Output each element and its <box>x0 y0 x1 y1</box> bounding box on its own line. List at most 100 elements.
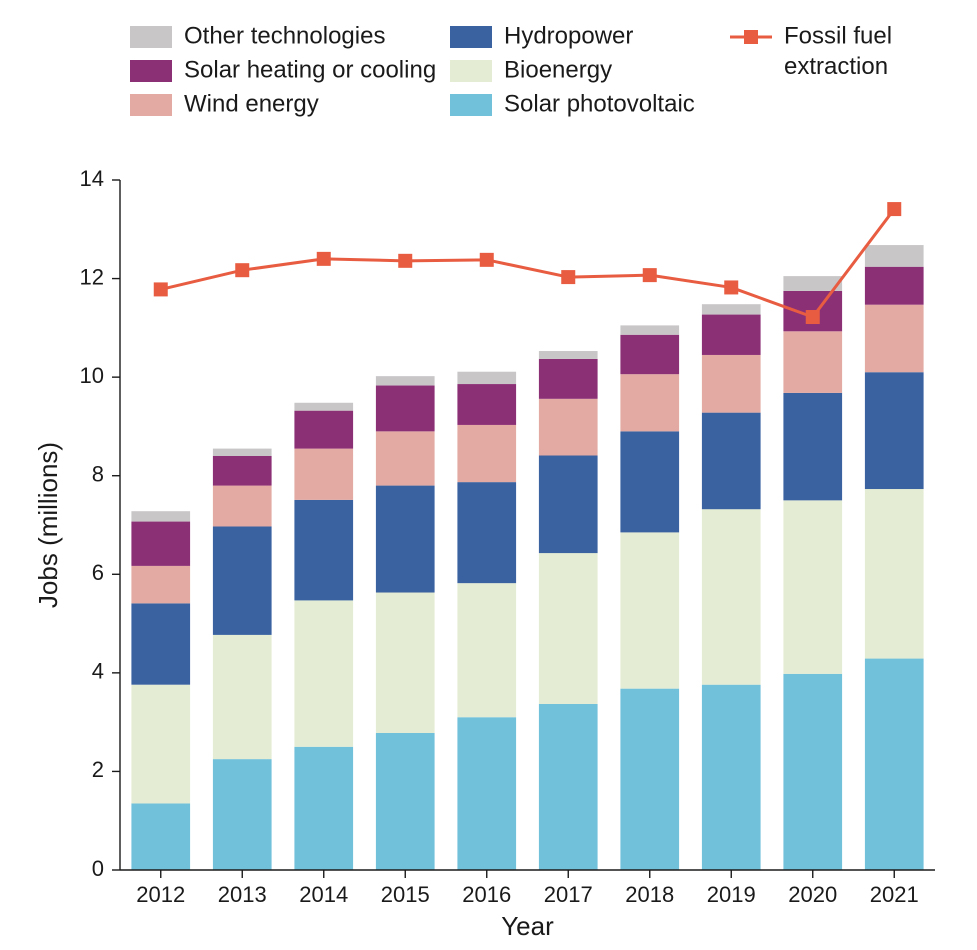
x-tick-label: 2014 <box>299 882 348 907</box>
bar-segment-solar_pv <box>131 803 190 870</box>
y-tick-label: 2 <box>92 757 104 782</box>
bar-segment-wind <box>865 305 924 373</box>
fossil-marker <box>561 270 575 284</box>
legend-label-wind: Wind energy <box>184 90 319 117</box>
bar-segment-hydropower <box>783 393 842 500</box>
legend-label-fossil-2: extraction <box>784 53 888 80</box>
bar-segment-solar_heating <box>539 359 598 399</box>
bar-segment-other <box>376 376 435 385</box>
bar-segment-wind <box>457 425 516 482</box>
bar-segment-solar_heating <box>213 456 272 486</box>
bar-segment-hydropower <box>702 413 761 510</box>
bar-segment-wind <box>294 449 353 500</box>
bar-segment-solar_pv <box>213 759 272 870</box>
chart-svg: 0246810121420122013201420152016201720182… <box>0 0 977 950</box>
fossil-marker <box>643 268 657 282</box>
legend-swatch-solar_heating <box>130 60 172 82</box>
bar-segment-bioenergy <box>213 635 272 759</box>
bar-segment-solar_heating <box>294 411 353 449</box>
legend-swatch-wind <box>130 94 172 116</box>
bar-segment-bioenergy <box>294 600 353 746</box>
x-tick-label: 2013 <box>218 882 267 907</box>
bar-segment-bioenergy <box>865 489 924 659</box>
x-tick-label: 2012 <box>136 882 185 907</box>
y-tick-label: 8 <box>92 462 104 487</box>
fossil-marker <box>398 254 412 268</box>
bar-segment-bioenergy <box>539 553 598 704</box>
fossil-marker <box>235 263 249 277</box>
bar-segment-solar_heating <box>131 522 190 566</box>
legend-label-other: Other technologies <box>184 22 385 49</box>
fossil-marker <box>317 252 331 266</box>
legend-label-solar_heating: Solar heating or cooling <box>184 56 436 83</box>
bar-segment-solar_pv <box>294 747 353 870</box>
bar-segment-other <box>620 325 679 334</box>
legend-marker-fossil <box>744 30 758 44</box>
y-axis-label: Jobs (millions) <box>33 442 63 608</box>
bar-segment-solar_heating <box>702 315 761 355</box>
y-tick-label: 12 <box>80 264 104 289</box>
legend-swatch-other <box>130 26 172 48</box>
x-tick-label: 2016 <box>462 882 511 907</box>
legend-label-hydropower: Hydropower <box>504 22 633 49</box>
fossil-marker <box>154 282 168 296</box>
bar-segment-hydropower <box>539 456 598 554</box>
x-tick-label: 2019 <box>707 882 756 907</box>
x-tick-label: 2020 <box>788 882 837 907</box>
bar-segment-solar_pv <box>457 717 516 870</box>
bar-segment-wind <box>213 486 272 527</box>
bar-segment-hydropower <box>865 372 924 489</box>
bar-segment-bioenergy <box>131 685 190 804</box>
bar-segment-hydropower <box>213 526 272 634</box>
x-tick-label: 2017 <box>544 882 593 907</box>
bar-segment-solar_heating <box>620 335 679 374</box>
bar-segment-solar_pv <box>783 674 842 870</box>
bar-segment-wind <box>131 566 190 603</box>
fossil-marker <box>724 280 738 294</box>
bar-segment-hydropower <box>620 431 679 532</box>
bar-segment-bioenergy <box>457 583 516 717</box>
bar-segment-bioenergy <box>376 593 435 733</box>
bar-segment-bioenergy <box>620 532 679 688</box>
jobs-chart: 0246810121420122013201420152016201720182… <box>0 0 977 950</box>
bar-segment-solar_pv <box>702 685 761 870</box>
bar-segment-other <box>865 245 924 267</box>
y-tick-label: 0 <box>92 856 104 881</box>
bar-segment-wind <box>539 399 598 456</box>
legend-label-bioenergy: Bioenergy <box>504 56 612 83</box>
bar-segment-solar_heating <box>865 267 924 305</box>
legend-swatch-hydropower <box>450 26 492 48</box>
x-tick-label: 2021 <box>870 882 919 907</box>
x-tick-label: 2015 <box>381 882 430 907</box>
fossil-marker <box>887 202 901 216</box>
y-tick-label: 4 <box>92 659 104 684</box>
x-axis-label: Year <box>501 911 554 941</box>
bar-segment-solar_heating <box>457 384 516 425</box>
bar-segment-wind <box>376 431 435 485</box>
legend-label-fossil-1: Fossil fuel <box>784 22 892 49</box>
bar-segment-other <box>294 403 353 411</box>
bar-segment-hydropower <box>131 603 190 684</box>
bar-segment-solar_pv <box>865 659 924 870</box>
bar-segment-solar_pv <box>376 733 435 870</box>
y-tick-label: 6 <box>92 560 104 585</box>
bar-segment-solar_heating <box>376 386 435 432</box>
legend-swatch-bioenergy <box>450 60 492 82</box>
bar-segment-other <box>131 511 190 521</box>
legend-swatch-solar_pv <box>450 94 492 116</box>
bar-segment-hydropower <box>376 486 435 593</box>
bar-segment-hydropower <box>294 500 353 601</box>
bar-segment-other <box>457 372 516 384</box>
y-tick-label: 14 <box>80 166 104 191</box>
bar-segment-bioenergy <box>783 500 842 673</box>
bar-segment-other <box>702 304 761 314</box>
y-tick-label: 10 <box>80 363 104 388</box>
bar-segment-solar_pv <box>620 689 679 870</box>
bar-segment-wind <box>620 374 679 431</box>
fossil-marker <box>806 310 820 324</box>
legend-label-solar_pv: Solar photovoltaic <box>504 90 695 117</box>
bar-segment-wind <box>702 355 761 413</box>
bar-segment-other <box>213 449 272 456</box>
bar-segment-hydropower <box>457 482 516 583</box>
bar-segment-solar_pv <box>539 704 598 870</box>
